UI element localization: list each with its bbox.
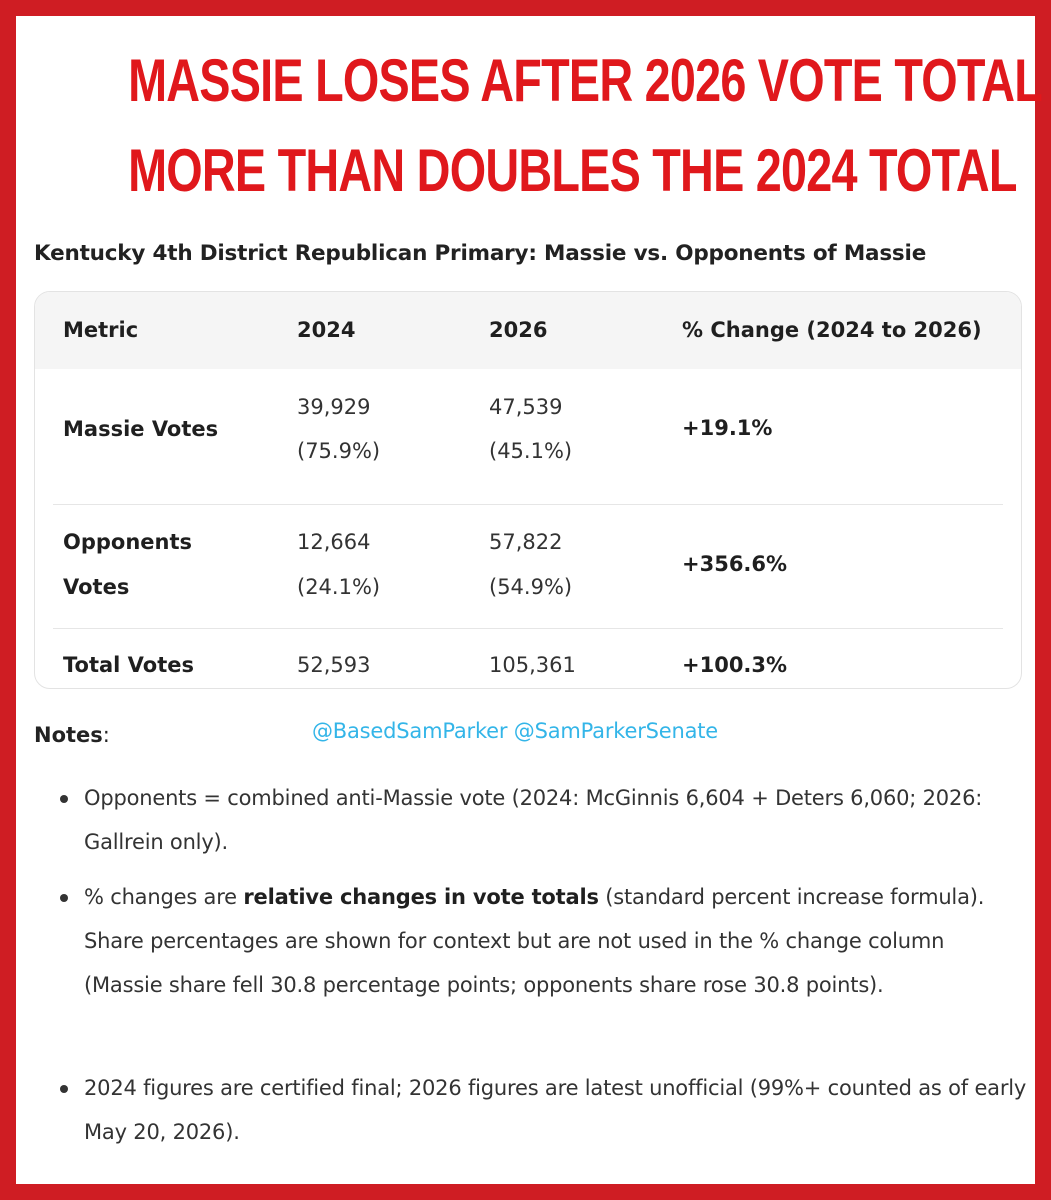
row-value-2024: 39,929 xyxy=(297,395,371,419)
red-border-frame: MASSIE LOSES AFTER 2026 VOTE TOTAL MORE … xyxy=(16,16,1043,1184)
headline-line-2: MORE THAN DOUBLES THE 2024 TOTAL xyxy=(128,137,1017,204)
row-share-2024: (24.1%) xyxy=(297,575,381,599)
headline-line-1: MASSIE LOSES AFTER 2026 VOTE TOTAL xyxy=(128,47,1043,114)
bullet-icon xyxy=(60,894,68,902)
note-item: 2024 figures are certified final; 2026 f… xyxy=(60,1066,1029,1154)
table-title: Kentucky 4th District Republican Primary… xyxy=(34,241,927,266)
note-text: % changes are xyxy=(84,885,244,909)
row-value-2024: 12,664 xyxy=(297,530,371,554)
row-value-2026: 57,822 xyxy=(489,530,563,554)
header-metric: Metric xyxy=(63,318,139,342)
row-metric: Massie Votes xyxy=(63,417,219,441)
table-row: Total Votes 52,593 105,361 +100.3% xyxy=(35,628,1021,688)
table-row: Opponents Votes 12,664 (24.1%) 57,822 (5… xyxy=(35,504,1021,628)
results-table: Metric 2024 2026 % Change (2024 to 2026)… xyxy=(34,291,1022,689)
row-share-2024: (75.9%) xyxy=(297,439,381,463)
note-text-continued: (standard percent increase formula). Sha… xyxy=(84,885,985,997)
note-item: % changes are relative changes in vote t… xyxy=(60,875,1029,1007)
header-2024: 2024 xyxy=(297,318,356,342)
row-metric: Opponents xyxy=(63,530,193,554)
row-metric: Total Votes xyxy=(63,653,194,677)
note-text: 2024 figures are certified final; 2026 f… xyxy=(84,1076,1027,1144)
row-divider xyxy=(53,628,1003,629)
notes-heading-colon: : xyxy=(102,723,110,747)
row-value-2026: 105,361 xyxy=(489,653,576,677)
notes-heading: Notes: xyxy=(34,723,110,747)
table-header: Metric 2024 2026 % Change (2024 to 2026) xyxy=(35,292,1021,369)
row-metric-line-2: Votes xyxy=(63,575,130,599)
row-change: +100.3% xyxy=(682,653,788,677)
social-handles: @BasedSamParker @SamParkerSenate xyxy=(312,719,719,743)
bullet-icon xyxy=(60,795,68,803)
bullet-icon xyxy=(60,1085,68,1093)
notes-heading-text: Notes xyxy=(34,723,103,747)
note-bold-text: relative changes in vote totals xyxy=(243,885,599,909)
row-change: +356.6% xyxy=(682,552,788,576)
headline: MASSIE LOSES AFTER 2026 VOTE TOTAL MORE … xyxy=(128,36,1043,216)
header-2026: 2026 xyxy=(489,318,548,342)
row-share-2026: (54.9%) xyxy=(489,575,573,599)
row-value-2024: 52,593 xyxy=(297,653,371,677)
table-row: Massie Votes 39,929 (75.9%) 47,539 (45.1… xyxy=(35,369,1021,491)
note-item: Opponents = combined anti-Massie vote (2… xyxy=(60,776,1029,864)
row-divider xyxy=(53,504,1003,505)
row-share-2026: (45.1%) xyxy=(489,439,573,463)
row-value-2026: 47,539 xyxy=(489,395,563,419)
note-text: Opponents = combined anti-Massie vote (2… xyxy=(84,786,983,854)
row-change: +19.1% xyxy=(682,416,773,440)
header-change: % Change (2024 to 2026) xyxy=(682,318,982,342)
